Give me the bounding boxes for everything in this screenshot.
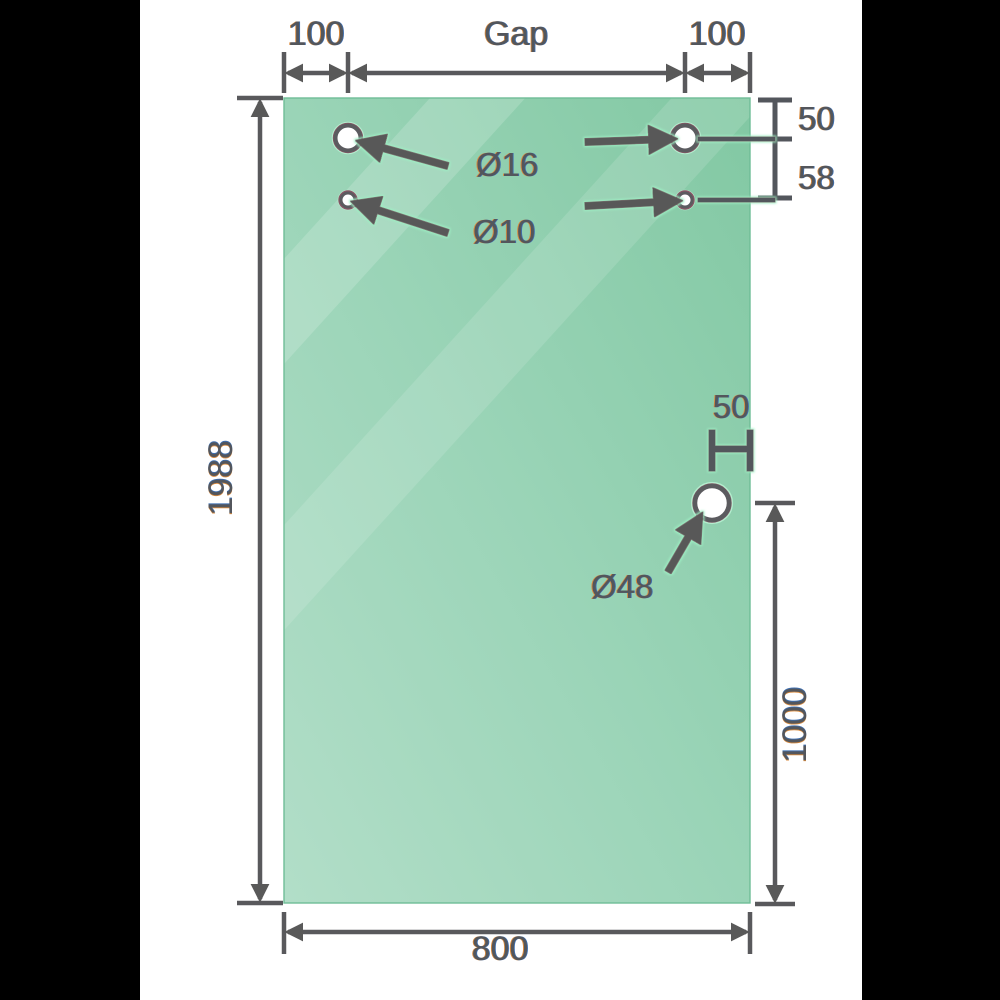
svg-text:800: 800 (472, 930, 529, 968)
svg-text:50: 50 (798, 100, 835, 137)
svg-text:Ø16: Ø16 (476, 146, 538, 183)
svg-text:58: 58 (798, 159, 835, 196)
svg-text:Gap: Gap (484, 15, 548, 53)
svg-text:Ø10: Ø10 (473, 213, 535, 250)
svg-text:50: 50 (713, 388, 750, 425)
svg-text:1000: 1000 (776, 687, 814, 763)
svg-text:1988: 1988 (202, 440, 240, 516)
svg-text:100: 100 (689, 15, 746, 53)
svg-text:Ø48: Ø48 (591, 568, 653, 605)
svg-text:100: 100 (288, 15, 345, 53)
